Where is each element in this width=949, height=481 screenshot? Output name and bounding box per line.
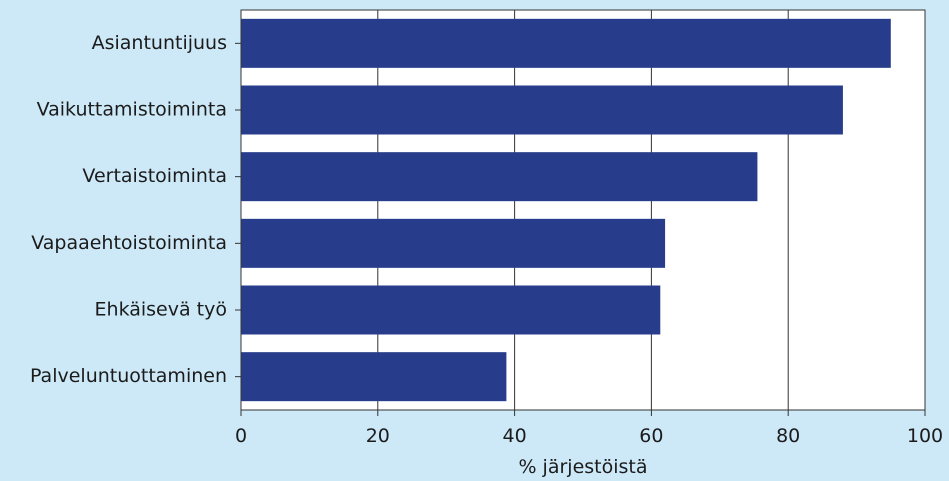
bar-4 bbox=[241, 218, 666, 268]
category-labels: Asiantuntijuus Vaikuttamistoiminta Vertais… bbox=[30, 32, 241, 387]
x-tick-label: 40 bbox=[503, 425, 527, 447]
x-tick-label: 0 bbox=[235, 425, 247, 447]
category-label: Palveluntuottaminen bbox=[30, 365, 227, 387]
category-label: Vaikuttamistoiminta bbox=[37, 99, 227, 121]
bar-6 bbox=[241, 352, 507, 402]
x-tick-labels: 0 20 40 60 80 100 bbox=[235, 410, 943, 447]
category-label: Asiantuntijuus bbox=[92, 32, 227, 54]
bar-5 bbox=[241, 285, 661, 335]
category-label: Ehkäisevä työ bbox=[95, 299, 227, 321]
bars bbox=[241, 18, 891, 402]
bar-1 bbox=[241, 18, 891, 68]
gridlines bbox=[377, 10, 789, 410]
bar-2 bbox=[241, 85, 843, 135]
category-label: Vapaaehtoistoiminta bbox=[31, 232, 227, 254]
plot-area bbox=[241, 10, 925, 410]
x-tick-label: 100 bbox=[907, 425, 943, 447]
x-tick-label: 80 bbox=[776, 425, 800, 447]
x-tick-label: 60 bbox=[639, 425, 663, 447]
x-tick-label: 20 bbox=[366, 425, 390, 447]
category-label: Vertaistoiminta bbox=[82, 165, 227, 187]
x-axis-title: % järjestöistä bbox=[518, 456, 647, 478]
plot-frame bbox=[240, 9, 926, 411]
bar-3 bbox=[241, 152, 758, 202]
